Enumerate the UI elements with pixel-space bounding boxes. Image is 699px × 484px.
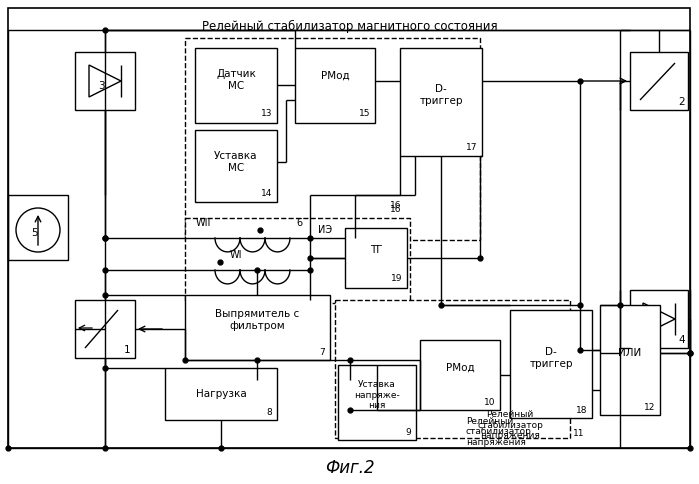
Bar (195, 130, 277, 202)
Text: 11: 11 (573, 429, 584, 438)
Text: WII: WII (196, 218, 211, 228)
Bar (510, 310, 592, 418)
Text: 8: 8 (266, 408, 272, 417)
Text: 5: 5 (31, 228, 38, 238)
Text: Релейный
стабилизатор
напряжения: Релейный стабилизатор напряжения (477, 410, 543, 440)
Text: 18: 18 (575, 406, 587, 415)
Bar (75, 52, 135, 110)
Bar (185, 38, 480, 240)
Text: РМод: РМод (446, 363, 475, 373)
Text: 2: 2 (678, 97, 685, 107)
Text: Релейный
стабилизатор
напряжения: Релейный стабилизатор напряжения (466, 417, 532, 447)
Text: WI: WI (230, 250, 243, 260)
Bar (338, 365, 416, 440)
Text: РМод: РМод (321, 71, 350, 81)
Text: 15: 15 (359, 109, 370, 118)
Bar (8, 195, 68, 260)
Text: 9: 9 (405, 428, 411, 437)
Text: 7: 7 (319, 348, 325, 357)
Text: 17: 17 (466, 143, 477, 152)
Text: D-
триггер: D- триггер (419, 84, 463, 106)
Text: Уставка
напряже-
ния: Уставка напряже- ния (354, 380, 400, 410)
Bar (295, 48, 375, 123)
Text: ТГ: ТГ (370, 245, 382, 255)
Bar (420, 340, 500, 410)
Text: ИЛИ: ИЛИ (619, 348, 642, 358)
Text: 12: 12 (644, 403, 655, 412)
Text: D-
триггер: D- триггер (529, 347, 572, 369)
Text: 1: 1 (124, 345, 130, 355)
Bar (630, 290, 688, 348)
Text: 4: 4 (678, 335, 685, 345)
Bar (630, 52, 688, 110)
Bar (335, 300, 570, 438)
Text: Фиг.2: Фиг.2 (325, 459, 375, 477)
Bar (185, 218, 410, 303)
Bar (345, 228, 407, 288)
Bar (165, 368, 277, 420)
Text: 16: 16 (390, 200, 401, 210)
Text: Уставка
МС: Уставка МС (215, 151, 258, 173)
Text: 10: 10 (484, 398, 495, 407)
Text: 3: 3 (99, 81, 105, 91)
Text: 13: 13 (261, 109, 272, 118)
Text: 16: 16 (390, 206, 401, 214)
Bar (185, 295, 330, 360)
Text: Датчик
МС: Датчик МС (216, 69, 256, 91)
Text: 14: 14 (261, 189, 272, 198)
Text: Нагрузка: Нагрузка (196, 389, 246, 399)
Bar (75, 300, 135, 358)
Bar (600, 305, 660, 415)
Text: 19: 19 (391, 274, 402, 283)
Bar (400, 48, 482, 156)
Text: Выпрямитель с
фильтром: Выпрямитель с фильтром (215, 309, 299, 331)
Bar (195, 48, 277, 123)
Text: Релейный стабилизатор магнитного состояния: Релейный стабилизатор магнитного состоян… (202, 20, 498, 33)
Text: ИЭ: ИЭ (318, 225, 332, 235)
Text: 6: 6 (296, 218, 302, 228)
